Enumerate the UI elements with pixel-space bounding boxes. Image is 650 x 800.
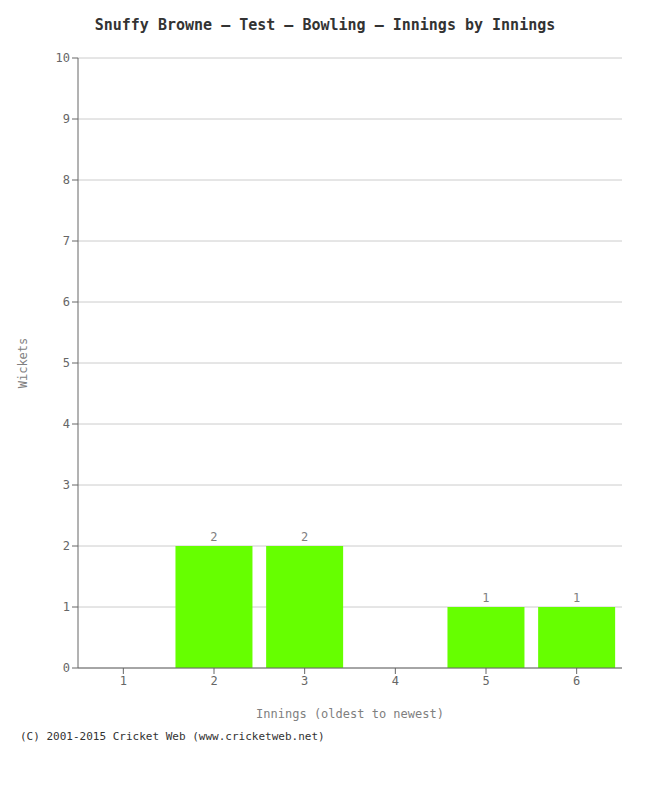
svg-text:1: 1 (482, 591, 489, 605)
svg-text:5: 5 (482, 674, 489, 688)
svg-text:9: 9 (63, 112, 70, 126)
svg-text:4: 4 (392, 674, 399, 688)
svg-text:1: 1 (120, 674, 127, 688)
svg-text:1: 1 (63, 600, 70, 614)
svg-text:1: 1 (573, 591, 580, 605)
svg-text:5: 5 (63, 356, 70, 370)
svg-text:6: 6 (573, 674, 580, 688)
svg-text:7: 7 (63, 234, 70, 248)
html-text:Snuffy Browne – Test – Bowling: Snuffy Browne – Test – Bowling – Innings… (94, 16, 556, 34)
svg-text:6: 6 (63, 295, 70, 309)
html-text:(C) 2001-2015 Cricket Web (www: (C) 2001-2015 Cricket Web (www.cricketwe… (20, 730, 325, 743)
svg-text:8: 8 (63, 173, 70, 187)
svg-text:3: 3 (63, 478, 70, 492)
svg-text:2: 2 (210, 530, 217, 544)
svg-text:10: 10 (56, 51, 70, 65)
svg-text:Wickets: Wickets (16, 338, 30, 389)
svg-text:3: 3 (301, 674, 308, 688)
svg-text:2: 2 (301, 530, 308, 544)
svg-text:0: 0 (63, 661, 70, 675)
svg-text:Innings (oldest to newest): Innings (oldest to newest) (256, 707, 444, 721)
svg-text:2: 2 (210, 674, 217, 688)
svg-text:2: 2 (63, 539, 70, 553)
svg-text:4: 4 (63, 417, 70, 431)
